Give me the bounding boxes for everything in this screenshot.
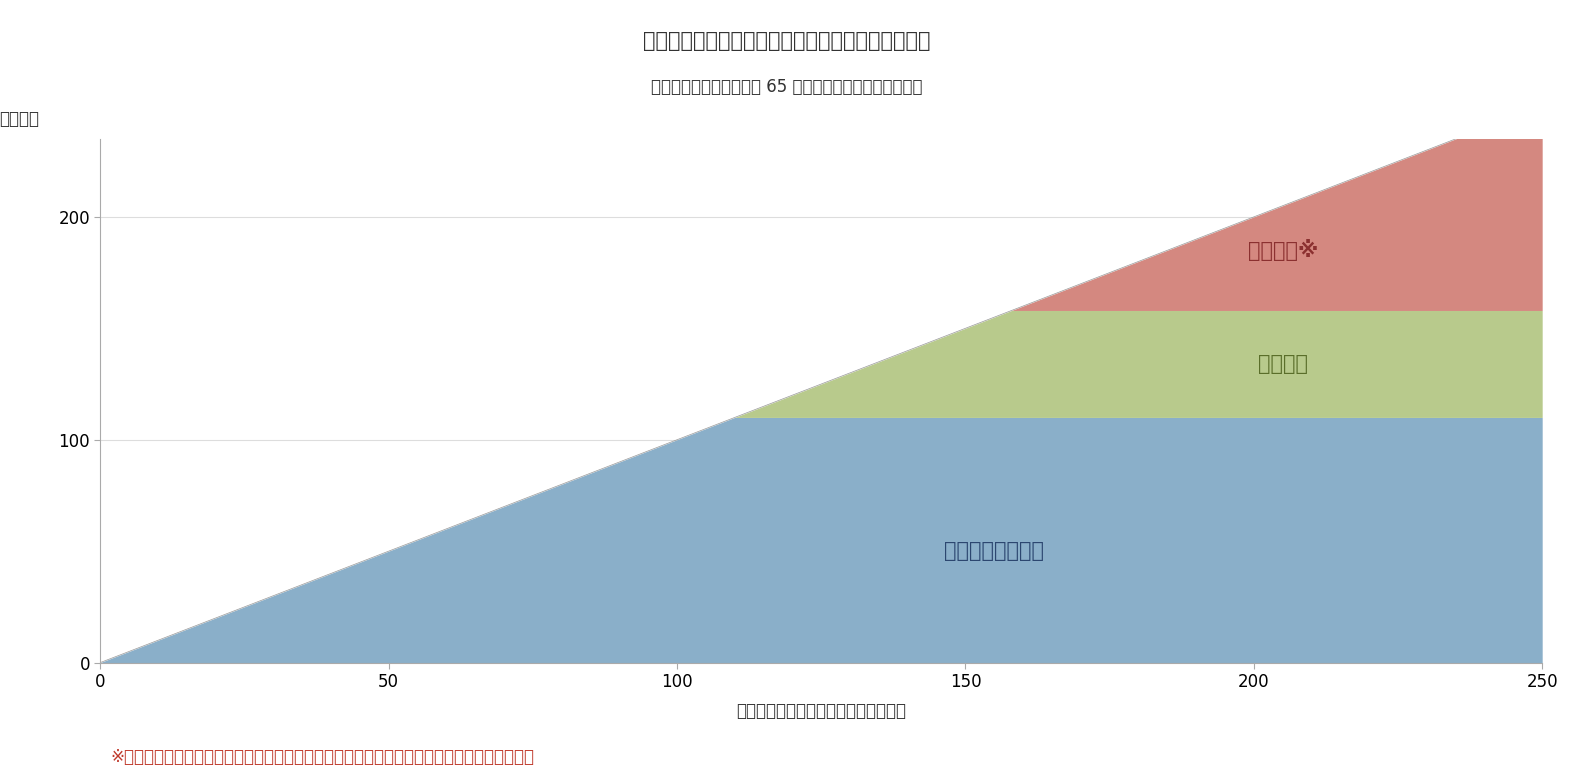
Text: 課税所得※: 課税所得※ [1247, 239, 1318, 261]
Text: （万円）: （万円） [0, 110, 39, 128]
X-axis label: 公的年金からの年間収入金額（万円）: 公的年金からの年間収入金額（万円） [736, 702, 906, 720]
Text: 基礎控除: 基礎控除 [1258, 354, 1307, 374]
Text: 図表１：公的年金からの年間収入金額と各種控除額: 図表１：公的年金からの年間収入金額と各種控除額 [643, 31, 930, 52]
Text: （収入が公的年金のみの 65 歳以上の単身高齢者の場合）: （収入が公的年金のみの 65 歳以上の単身高齢者の場合） [651, 78, 922, 96]
Text: 公的年金等控除額: 公的年金等控除額 [944, 541, 1044, 561]
Text: ※実際は基礎控除のほかに社会保険料控除など様々な控除があるため、課税所得は更に少ない: ※実際は基礎控除のほかに社会保険料控除など様々な控除があるため、課税所得は更に少… [110, 748, 535, 766]
